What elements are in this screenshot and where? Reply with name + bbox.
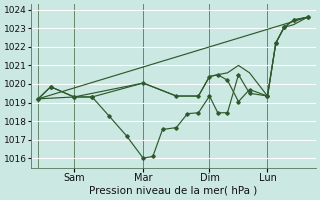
X-axis label: Pression niveau de la mer( hPa ): Pression niveau de la mer( hPa ) (90, 186, 258, 196)
